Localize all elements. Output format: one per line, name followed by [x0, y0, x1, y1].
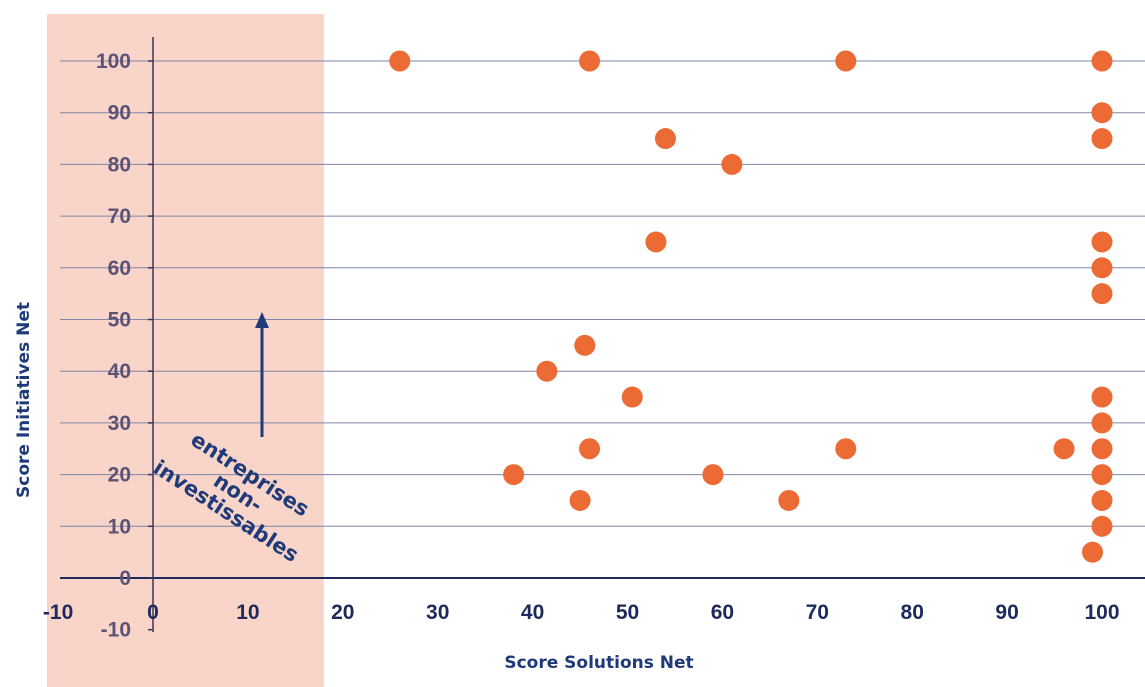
axes	[60, 37, 1145, 632]
data-point	[1091, 128, 1113, 150]
data-point	[1091, 438, 1113, 460]
x-tick-label: 80	[901, 601, 924, 624]
data-point	[702, 464, 724, 486]
data-point	[1053, 438, 1075, 460]
data-point	[1091, 231, 1113, 253]
y-tick-label: 10	[108, 515, 131, 538]
data-point	[1091, 412, 1113, 434]
y-tick-label: 40	[108, 360, 131, 383]
data-point	[536, 360, 558, 382]
data-point	[835, 50, 857, 72]
y-tick-label: 70	[108, 205, 131, 228]
y-axis-title: Score Initiatives Net	[14, 302, 34, 498]
data-point	[654, 128, 676, 150]
arrow-head	[255, 312, 269, 328]
data-point	[389, 50, 411, 72]
data-point	[721, 153, 743, 175]
gridlines	[60, 60, 1145, 527]
data-points	[389, 50, 1113, 563]
data-point	[1091, 489, 1113, 511]
x-tick-label: 30	[426, 601, 449, 624]
y-tick-label: 30	[108, 412, 131, 435]
data-point	[835, 438, 857, 460]
data-point	[1091, 464, 1113, 486]
y-tick-label: 100	[96, 50, 131, 73]
y-tick-label: 50	[108, 309, 131, 332]
annotation-arrow	[255, 312, 269, 437]
data-point	[569, 489, 591, 511]
data-point	[579, 438, 601, 460]
x-tick-label: 100	[1084, 601, 1119, 624]
non-investable-zone	[47, 14, 324, 687]
y-tick-label: 0	[119, 567, 131, 590]
y-tick-label: 60	[108, 257, 131, 280]
y-tick-label: 20	[108, 464, 131, 487]
data-point	[645, 231, 667, 253]
x-tick-label: 90	[995, 601, 1018, 624]
x-tick-label: 70	[806, 601, 829, 624]
data-point	[1091, 50, 1113, 72]
x-tick-label: 20	[331, 601, 354, 624]
data-point	[1091, 283, 1113, 305]
x-tick-label: 0	[147, 601, 159, 624]
x-tick-label: 60	[711, 601, 734, 624]
y-tick-label: 90	[108, 102, 131, 125]
data-point	[778, 489, 800, 511]
x-tick-label: -10	[43, 601, 73, 624]
y-tick-label: 80	[108, 153, 131, 176]
data-point	[574, 334, 596, 356]
y-tick-labels: -10 0 10 20 30 40 50 60 70 80 90 100	[96, 50, 131, 642]
x-tick-labels: -10 0 10 20 30 40 50 60 70 80 90 100	[43, 601, 1120, 624]
y-tick-label: -10	[101, 619, 131, 642]
data-point	[503, 464, 525, 486]
x-axis-title: Score Solutions Net	[504, 653, 693, 673]
data-point	[1091, 102, 1113, 124]
data-point	[1091, 515, 1113, 537]
x-tick-label: 10	[236, 601, 259, 624]
data-point	[621, 386, 643, 408]
data-point	[1091, 386, 1113, 408]
x-tick-label: 50	[616, 601, 639, 624]
data-point	[1091, 257, 1113, 279]
data-point	[579, 50, 601, 72]
x-tick-label: 40	[521, 601, 544, 624]
data-point	[1082, 541, 1104, 563]
